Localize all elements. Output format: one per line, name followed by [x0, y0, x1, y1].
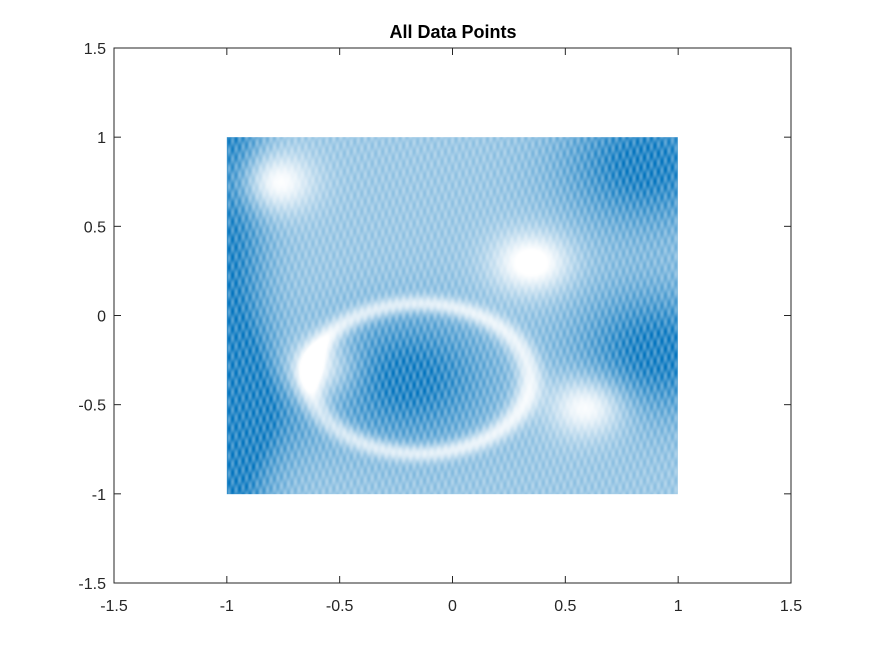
- x-tick-label: -1: [220, 598, 234, 615]
- x-tick-label: 0.5: [554, 598, 576, 615]
- x-axis-tick-labels: -1.5 -1 -0.5 0 0.5 1 1.5: [100, 598, 802, 615]
- chart-title: All Data Points: [389, 22, 516, 42]
- data-points-cloud: [226, 137, 678, 495]
- y-tick-label: 0.5: [84, 219, 106, 236]
- y-tick-label: -0.5: [78, 398, 106, 415]
- scatter-data-layer: [226, 137, 678, 495]
- y-tick-label: -1: [92, 487, 106, 504]
- x-tick-label: -0.5: [326, 598, 354, 615]
- y-tick-label: -1.5: [78, 576, 106, 593]
- axes: [113, 47, 792, 584]
- y-tick-label: 1: [97, 130, 106, 147]
- x-tick-label: -1.5: [100, 598, 128, 615]
- x-tick-label: 1: [674, 598, 683, 615]
- x-tick-label: 0: [448, 598, 457, 615]
- x-tick-label: 1.5: [780, 598, 802, 615]
- y-tick-label: 1.5: [84, 41, 106, 58]
- y-axis-tick-labels: -1.5 -1 -0.5 0 0.5 1 1.5: [78, 41, 106, 593]
- y-tick-label: 0: [97, 309, 106, 326]
